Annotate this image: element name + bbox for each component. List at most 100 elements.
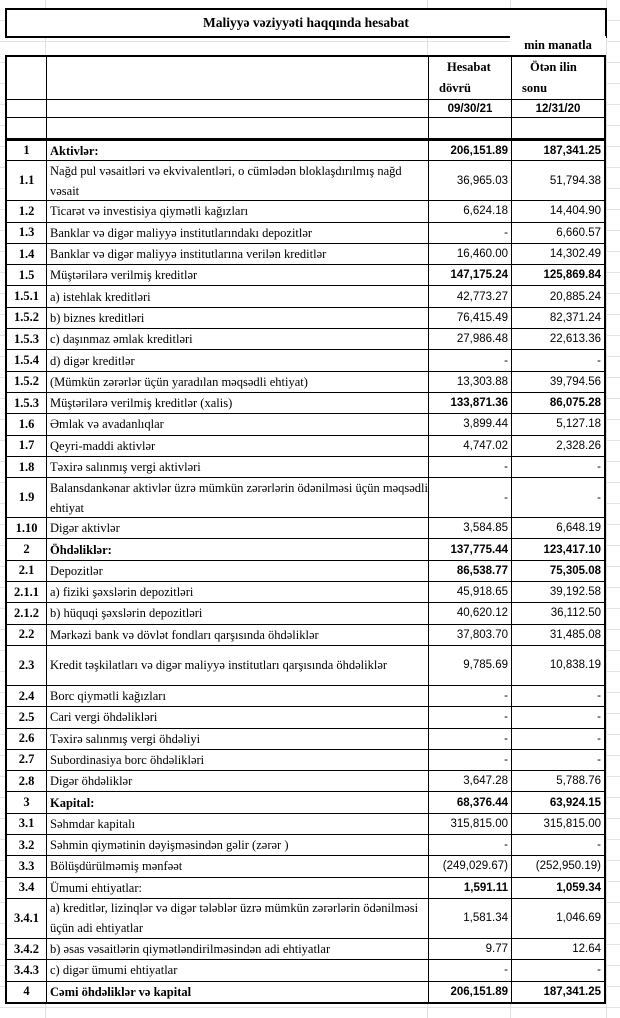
empty-cell [512,118,604,138]
current-period-value: - [429,456,512,478]
current-period-value: - [429,728,512,749]
header-text: sonu [522,81,548,95]
table-row: 1.5.4 d) digər kreditlər - - [7,349,604,371]
current-period-value: 9.77 [429,938,512,960]
row-number: 1.7 [7,435,47,456]
row-label: Ümumi ehtiyatlar: [47,877,429,898]
table-row: 2.3 Kredit təşkilatları və digər maliyyə … [7,644,604,685]
row-label: c) daşınmaz əmlak kreditləri [47,329,429,350]
table-row: 1.5.3 c) daşınmaz əmlak kreditləri 27,986.… [7,328,604,350]
row-label: Səhmin qiymətinin dəyişməsindən gəlir (z… [47,835,429,856]
row-label: a) istehlak kreditləri [47,286,429,307]
current-period-value: 1,591.11 [429,877,512,898]
current-period-value: 45,918.65 [429,582,512,603]
prior-year-value: 39,794.56 [549,375,601,388]
row-label: Kredit təşkilatları və digər maliyyə ins… [47,645,429,685]
prior-year-value: 6,660.57 [556,226,601,239]
row-label: Nağd pul vəsaitləri və ekvivalentləri, o… [47,161,429,201]
current-period-value: - [429,707,512,728]
table-row: 1.3 Banklar və digər maliyyə institutları… [7,221,604,243]
header-num-cell [7,57,47,99]
table-row: 3 Kapital: 68,376.44 63,924.15 [7,791,604,813]
row-label: a) kreditlər, lizinqlər və digər tələblə… [47,898,429,938]
prior-year-value: 14,404.90 [549,205,601,218]
prior-year-value: 5,127.18 [556,418,601,431]
prior-year-value: 36,112.50 [550,607,601,620]
prior-year-value: - [597,690,601,703]
prior-year-value: 187,341.25 [543,144,601,157]
header-label-cell [47,57,429,99]
prior-year-value: 2,328.26 [556,439,601,452]
row-number: 2.2 [7,624,47,645]
row-number: 2.5 [7,707,47,728]
current-period-value: 315,815.00 [429,813,512,835]
row-label: Təxirə salınmış vergi öhdəliyi [47,728,429,749]
table-row: 2.6 Təxirə salınmış vergi öhdəliyi - - [7,727,604,749]
row-label: Cəmi öhdəliklər və kapital [47,981,429,1002]
prior-year-value: 31,485.08 [549,628,601,641]
row-label: Balansdankənar aktivlər üzrə mümkün zərə… [47,478,429,518]
prior-year-value: 125,869.84 [543,269,601,282]
table-row: 2 Öhdəliklər: 137,775.44 123,417.10 [7,538,604,560]
table-row: 1.1 Nağd pul vəsaitləri və ekvivalentləri… [7,160,604,201]
table-row: 1.5.3 Müştərilərə verilmiş kreditlər (xal… [7,391,604,414]
empty-cell [47,118,429,138]
balance-sheet-table: Hesabat dövrü Ötən ilin sonu 09/30/21 12… [5,55,606,1004]
row-number: 3.4.1 [7,898,47,938]
current-period-value: 76,415.49 [429,307,512,329]
row-number: 3.2 [7,835,47,856]
row-number: 1.6 [7,414,47,435]
row-label: b) hüquqi şəxslərin depozitləri [47,603,429,624]
header-prior-year: Ötən ilin sonu [512,57,604,99]
prior-year-value: 39,192.58 [549,586,601,599]
current-period-value: 9,785.69 [429,645,512,685]
header-text: Ötən ilin [530,60,577,74]
table-row: 2.7 Subordinasiya borc öhdəlikləri - - [7,748,604,771]
table-row: 1.5.2 (Mümkün zərərlər üçün yaradılan məq… [7,370,604,392]
table-row: 1.7 Qeyri-maddi aktivlər 4,747.02 2,328.26 [7,434,604,456]
row-number: 1.5.3 [7,329,47,350]
current-period-value: - [429,478,512,518]
table-row: 2.1.1 a) fiziki şəxslərin depozitləri 45,9… [7,581,604,603]
prior-year-value: - [597,753,601,766]
row-number: 1.5.2 [7,371,47,392]
prior-year-value: 5,788.76 [556,775,601,788]
table-row: 2.2 Mərkəzi bank və dövlət fondları qarşı… [7,623,604,645]
prior-year-value: - [597,491,601,504]
current-period-value: - [429,835,512,856]
table-row: 1.9 Balansdankənar aktivlər üzrə mümkün z… [7,477,604,518]
current-period-value: 27,986.48 [429,329,512,350]
current-period-value: 86,538.77 [429,560,512,582]
current-period-value: 37,803.70 [429,624,512,645]
row-label: Səhmdar kapitalı [47,813,429,835]
current-period-value: 3,647.28 [429,771,512,792]
row-label: b) əsas vəsaitlərin qiymətləndirilməsind… [47,938,429,960]
row-label: Öhdəliklər: [47,539,429,560]
row-number: 3.4 [7,877,47,898]
row-label: Mərkəzi bank və dövlət fondları qarşısın… [47,624,429,645]
prior-year-value: 22,613.36 [549,333,601,346]
current-period-value: - [429,222,512,243]
row-number: 1.3 [7,222,47,243]
table-row: 3.4.3 c) digər ümumi ehtiyatlar - - [7,959,604,981]
row-number: 3.1 [7,813,47,835]
current-period-value: 206,151.89 [429,141,512,161]
table-row: 1.5.2 b) biznes kreditləri 76,415.49 82,371… [7,306,604,329]
row-label: Təxirə salınmış vergi aktivləri [47,456,429,478]
row-label: a) fiziki şəxslərin depozitləri [47,582,429,603]
row-number: 1.5 [7,265,47,286]
prior-year-value: 187,341.25 [543,985,601,998]
table-row: 4 Cəmi öhdəliklər və kapital 206,151.89 187… [7,980,604,1002]
prior-year-value: 51,794.38 [549,174,601,187]
date-row: 09/30/21 12/31/20 [7,99,604,117]
current-period-date: 09/30/21 [429,100,512,117]
current-period-value: 133,871.36 [429,392,512,414]
row-label: Ticarət və investisiya qiymətli kağızlar… [47,201,429,222]
row-label: Banklar və digər maliyyə institutlarına … [47,243,429,265]
row-number: 2.4 [7,685,47,707]
table-row: 1.5.1 a) istehlak kreditləri 42,773.27 20,8… [7,285,604,307]
row-label: b) biznes kreditləri [47,307,429,329]
table-row: 3.1 Səhmdar kapitalı 315,815.00 315,815.00 [7,812,604,835]
row-label: (Mümkün zərərlər üçün yaradılan məqsədli… [47,371,429,392]
prior-year-value: 82,371.24 [549,311,601,324]
